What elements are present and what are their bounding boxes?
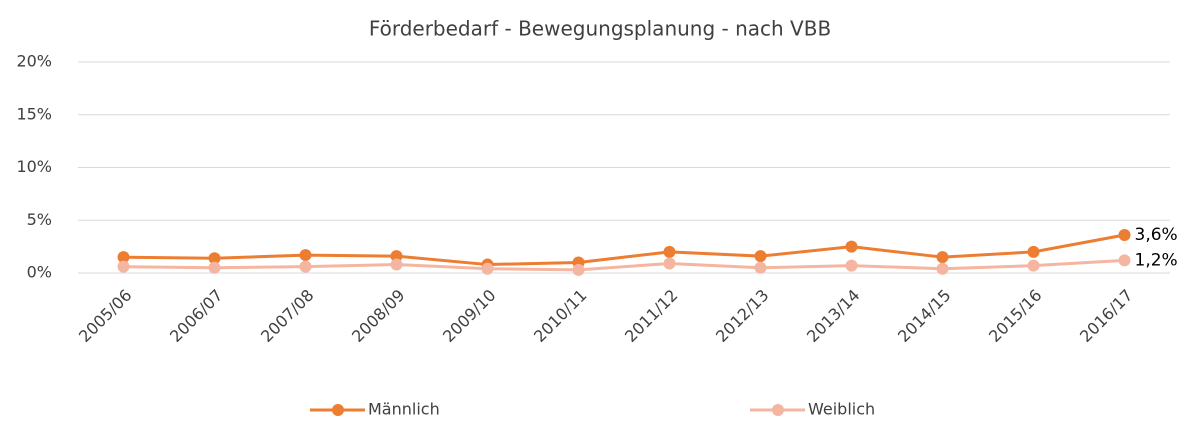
point xyxy=(117,260,130,273)
point xyxy=(754,261,767,274)
x-tick-label: 2015/16 xyxy=(985,286,1045,346)
x-tick-label: 2012/13 xyxy=(712,286,772,346)
series-line xyxy=(123,258,1125,272)
x-tick-label: 2016/17 xyxy=(1076,286,1136,346)
legend-marker xyxy=(772,404,784,416)
x-tick-label: 2005/06 xyxy=(75,286,135,346)
chart-title: Förderbedarf - Bewegungsplanung - nach V… xyxy=(369,17,831,41)
x-tick-label: 2009/10 xyxy=(439,286,499,346)
point xyxy=(663,257,676,270)
point xyxy=(936,251,949,264)
point xyxy=(1118,254,1131,267)
x-tick-label: 2013/14 xyxy=(803,286,863,346)
point xyxy=(572,263,585,276)
y-tick-label: 10% xyxy=(16,157,52,176)
legend-marker xyxy=(332,404,344,416)
x-tick-label: 2010/11 xyxy=(530,286,590,346)
point xyxy=(208,252,221,265)
point xyxy=(390,258,403,271)
data-label: 3,6% xyxy=(1135,225,1178,245)
data-label: 1,2% xyxy=(1135,250,1178,270)
point xyxy=(208,261,221,274)
point xyxy=(390,250,403,263)
point xyxy=(1027,245,1040,258)
y-tick-label: 0% xyxy=(27,263,52,282)
point xyxy=(845,240,858,253)
point xyxy=(299,260,312,273)
y-tick-label: 20% xyxy=(16,52,52,71)
point xyxy=(936,262,949,275)
point xyxy=(299,249,312,262)
x-tick-label: 2011/12 xyxy=(621,286,681,346)
series-line xyxy=(123,233,1125,267)
y-tick-label: 15% xyxy=(16,104,52,123)
y-tick-label: 5% xyxy=(27,210,52,229)
point xyxy=(1118,229,1131,242)
point xyxy=(481,262,494,275)
legend-label: Männlich xyxy=(368,400,440,419)
x-tick-label: 2006/07 xyxy=(166,286,226,346)
point xyxy=(754,250,767,263)
point xyxy=(1027,259,1040,272)
x-tick-label: 2008/09 xyxy=(348,286,408,346)
point xyxy=(663,245,676,258)
x-tick-label: 2014/15 xyxy=(894,286,954,346)
point xyxy=(845,259,858,272)
point xyxy=(117,251,130,264)
legend-label: Weiblich xyxy=(808,400,875,419)
x-tick-label: 2007/08 xyxy=(257,286,317,346)
